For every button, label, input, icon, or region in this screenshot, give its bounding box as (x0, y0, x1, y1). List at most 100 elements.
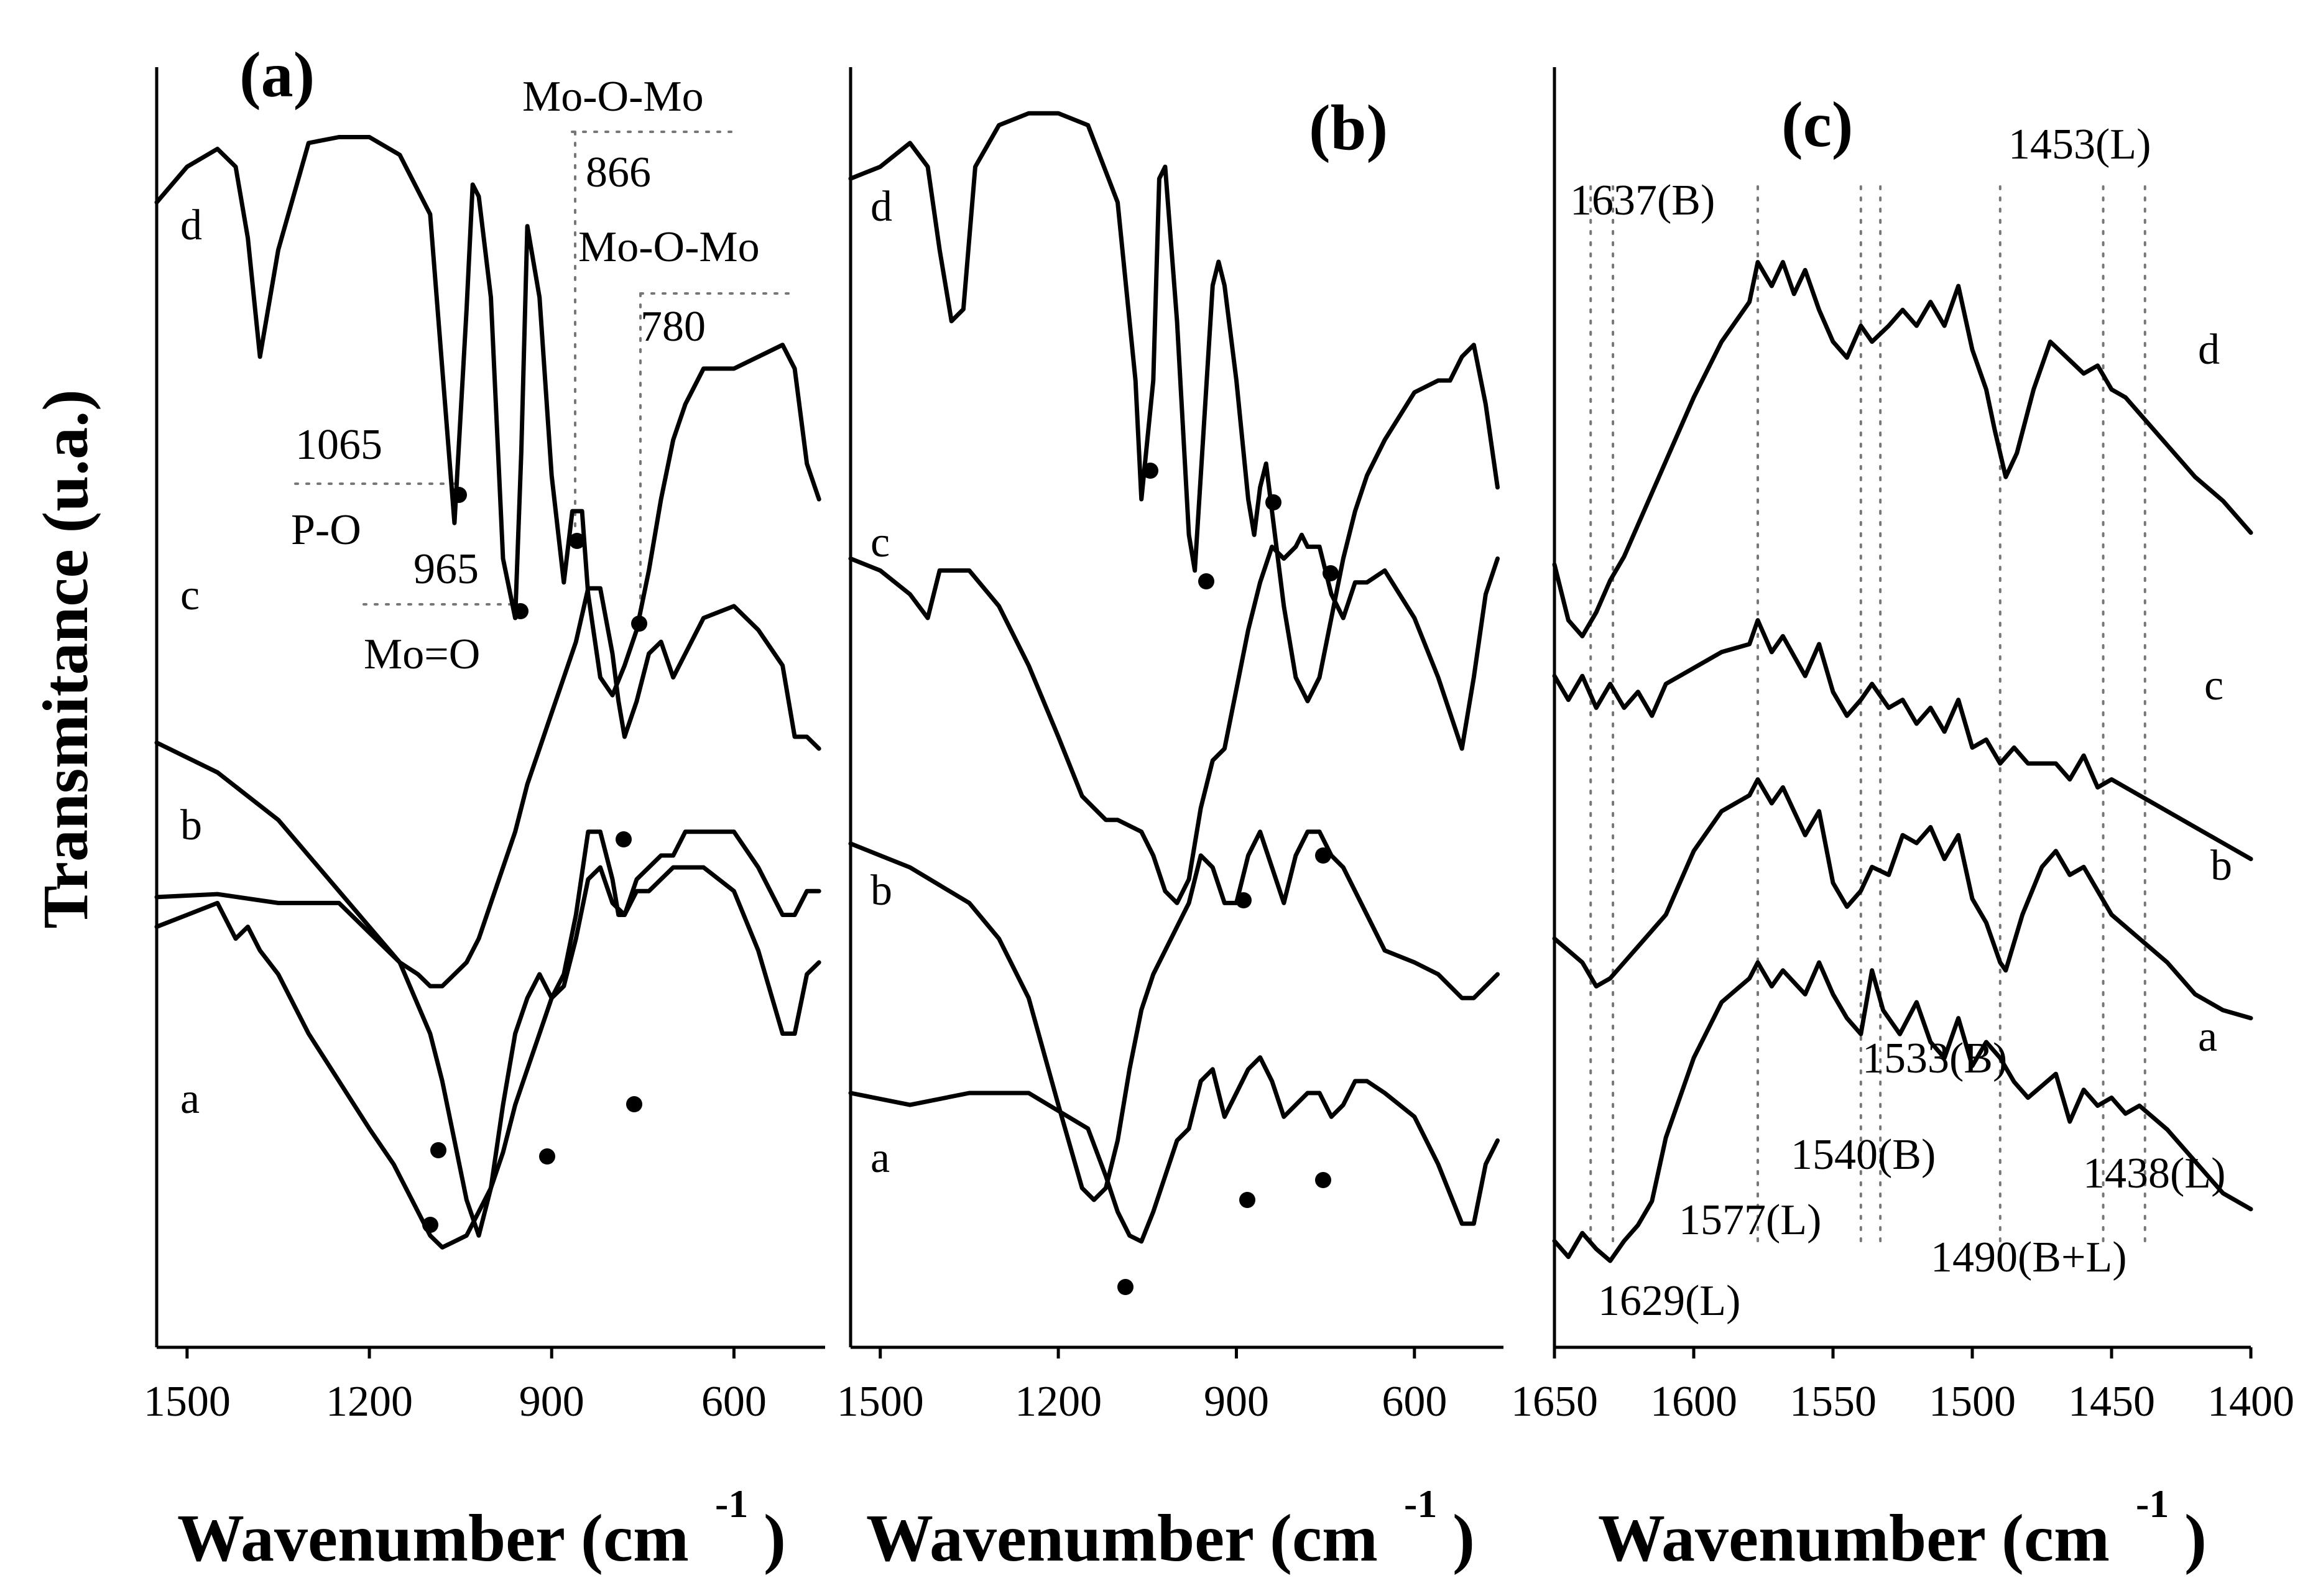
x-tick-label: 1450 (2068, 1378, 2155, 1426)
spectrum-line-b (154, 829, 821, 1250)
x-tick-label: 1500 (144, 1378, 231, 1426)
panel-b-series-labels: a b c d (870, 183, 892, 1182)
panel-c-annotations: 1637(B) 1453(L) 1533(B) 1540(B) 1577(L) … (1570, 121, 2225, 1325)
marker-a-2 (539, 1148, 555, 1165)
panel-c-ticks: 1650 1600 1550 1500 1450 1400 (1511, 1347, 2294, 1426)
series-label-c: c (870, 519, 890, 566)
spectrum-line-a (1552, 960, 2253, 1263)
series-label-d: d (2198, 326, 2220, 374)
panel-c: (c) 1650 1600 1550 1500 1450 1400 1637(B) 145… (1511, 67, 2294, 1575)
guide-mo-o-mo-866 (571, 131, 735, 537)
panel-b-label: (b) (1309, 92, 1388, 164)
panel-b: (b) 1500 1200 900 600 a b c d Wavenumber (c… (837, 67, 1503, 1575)
marker-d-3 (569, 533, 585, 549)
x-tick-label: 1650 (1511, 1378, 1598, 1426)
marker-a-2 (1239, 1192, 1255, 1208)
spectrum-line-b (1552, 777, 2253, 1021)
marker-a-1 (422, 1217, 438, 1233)
annot-1629l: 1629(L) (1598, 1277, 1740, 1325)
x-tick-label: 1550 (1789, 1378, 1877, 1426)
annot-1438l: 1438(L) (2083, 1150, 2225, 1197)
series-label-b: b (180, 801, 202, 849)
marker-d-4 (631, 616, 647, 632)
annot-1577l: 1577(L) (1679, 1196, 1821, 1244)
annot-mo-o: Mo=O (364, 630, 480, 678)
spectrum-line-c (154, 586, 821, 989)
marker-b-1 (1235, 892, 1252, 908)
panel-a-spectra (154, 135, 821, 1250)
x-tick-label: 1500 (837, 1378, 924, 1426)
annot-1540b: 1540(B) (1791, 1131, 1936, 1179)
panel-b-ticks: 1500 1200 900 600 (837, 1347, 1447, 1426)
panel-a-markers (422, 487, 647, 1233)
annot-1065: 1065 (295, 421, 382, 469)
x-tick-label: 1600 (1650, 1378, 1737, 1426)
panel-c-xlabel-sup: -1 (2136, 1482, 2169, 1526)
series-label-b: b (2210, 842, 2232, 890)
marker-b-1 (430, 1142, 446, 1158)
panel-c-xlabel: Wavenumber (cm -1 ) (1598, 1482, 2207, 1575)
panel-a-xlabel: Wavenumber (cm -1 ) (177, 1482, 786, 1575)
marker-d-1 (451, 487, 467, 503)
annot-1533b: 1533(B) (1862, 1035, 2007, 1082)
panel-a-ticks: 1500 1200 900 600 (144, 1347, 767, 1426)
panel-b-xlabel: Wavenumber (cm -1 ) (866, 1482, 1475, 1575)
spectrum-line-a (154, 865, 821, 1238)
marker-a-1 (1117, 1279, 1134, 1295)
x-tick-label: 900 (1204, 1378, 1269, 1426)
panel-a-series-labels: a b c d (180, 201, 202, 1123)
panel-a-xlabel-sup: -1 (715, 1482, 748, 1526)
panel-a-xlabel-text: Wavenumber (cm (177, 1501, 689, 1575)
panel-b-spectra (848, 111, 1500, 1244)
spectrum-line-a (848, 1055, 1500, 1244)
marker-d-4 (1323, 565, 1339, 581)
series-label-a: a (870, 1134, 890, 1182)
marker-d-3 (1265, 494, 1281, 510)
panel-b-xlabel-close: ) (1452, 1501, 1475, 1575)
panel-c-label: (c) (1781, 89, 1853, 160)
annot-1490bl: 1490(B+L) (1931, 1234, 2127, 1281)
annot-866: 866 (586, 149, 651, 196)
x-tick-label: 600 (1382, 1378, 1447, 1426)
marker-d-2 (1198, 573, 1214, 589)
panel-a-guides (294, 131, 797, 620)
spectrum-line-c (848, 532, 1500, 905)
x-tick-label: 1500 (1929, 1378, 2016, 1426)
series-label-a: a (180, 1075, 200, 1123)
x-tick-label: 1400 (2207, 1378, 2294, 1426)
panel-c-xlabel-text: Wavenumber (cm (1598, 1501, 2110, 1575)
spectrum-line-d (1552, 260, 2253, 639)
marker-a-3 (1315, 1172, 1331, 1188)
panel-a-label: (a) (239, 39, 315, 111)
spectrum-line-b (848, 829, 1500, 1202)
series-label-c: c (2204, 662, 2223, 709)
panel-b-markers (1117, 463, 1339, 1295)
panel-a: (a) 1500 1200 900 600 Mo-O-Mo 866 Mo-O-Mo 7… (144, 39, 825, 1575)
panel-c-series-labels: a b c d (2198, 326, 2232, 1061)
spectrum-line-c (1552, 618, 2253, 862)
panel-b-xlabel-text: Wavenumber (cm (866, 1501, 1378, 1575)
annot-1453l: 1453(L) (2008, 121, 2151, 168)
panel-c-guides (1589, 185, 2146, 1251)
guide-mo-o-mo-780 (639, 292, 797, 620)
panel-c-spectra (1552, 260, 2253, 1263)
x-tick-label: 900 (519, 1378, 584, 1426)
annot-mo-o-mo-1: Mo-O-Mo (522, 73, 704, 121)
series-label-b: b (870, 867, 892, 915)
x-tick-label: 1200 (326, 1378, 413, 1426)
spectrum-line-d (848, 111, 1500, 704)
marker-d-1 (1142, 463, 1158, 479)
panel-a-annotations: Mo-O-Mo 866 Mo-O-Mo 780 1065 P-O 965 Mo=… (291, 73, 760, 678)
y-axis-title: Transmitance (u.a.) (30, 389, 101, 929)
annot-965: 965 (413, 545, 479, 593)
annot-p-o: P-O (291, 506, 361, 554)
annot-mo-o-mo-2: Mo-O-Mo (578, 223, 760, 271)
series-label-d: d (870, 183, 892, 231)
series-label-c: c (180, 571, 200, 619)
x-tick-label: 1200 (1015, 1378, 1102, 1426)
panel-a-xlabel-close: ) (764, 1501, 786, 1575)
spectrum-line-d (154, 135, 821, 698)
marker-b-2 (1315, 847, 1331, 864)
annot-780: 780 (640, 303, 706, 351)
